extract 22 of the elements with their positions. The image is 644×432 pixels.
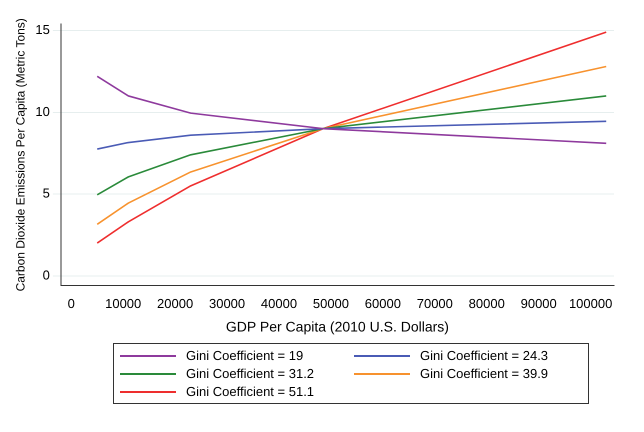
y-tick-label: 5 <box>42 186 50 201</box>
legend-label: Gini Coefficient = 24.3 <box>420 348 548 363</box>
x-tick-label: 0 <box>68 296 75 311</box>
legend-label: Gini Coefficient = 19 <box>186 348 304 363</box>
y-tick-label: 0 <box>42 267 50 282</box>
x-tick-label: 30000 <box>208 296 246 311</box>
y-axis-title: Carbon Dioxide Emissions Per Capita (Metric Tons) <box>14 18 28 292</box>
x-tick-label: 70000 <box>416 296 453 311</box>
legend-label: Gini Coefficient = 39.9 <box>420 366 548 381</box>
legend-label: Gini Coefficient = 31.2 <box>186 366 314 381</box>
x-tick-label: 20000 <box>157 296 194 311</box>
legend-label: Gini Coefficient = 51.1 <box>186 384 314 399</box>
y-tick-label: 10 <box>35 104 50 119</box>
x-tick-label: 90000 <box>520 296 557 311</box>
x-tick-label: 60000 <box>364 296 401 311</box>
x-tick-label: 80000 <box>468 296 505 311</box>
x-tick-label: 100000 <box>568 296 612 311</box>
x-tick-label: 50000 <box>312 296 350 311</box>
x-tick-label: 10000 <box>105 296 142 311</box>
x-axis-title: GDP Per Capita (2010 U.S. Dollars) <box>226 318 449 334</box>
y-tick-label: 15 <box>35 22 50 38</box>
x-tick-label: 40000 <box>260 296 298 311</box>
